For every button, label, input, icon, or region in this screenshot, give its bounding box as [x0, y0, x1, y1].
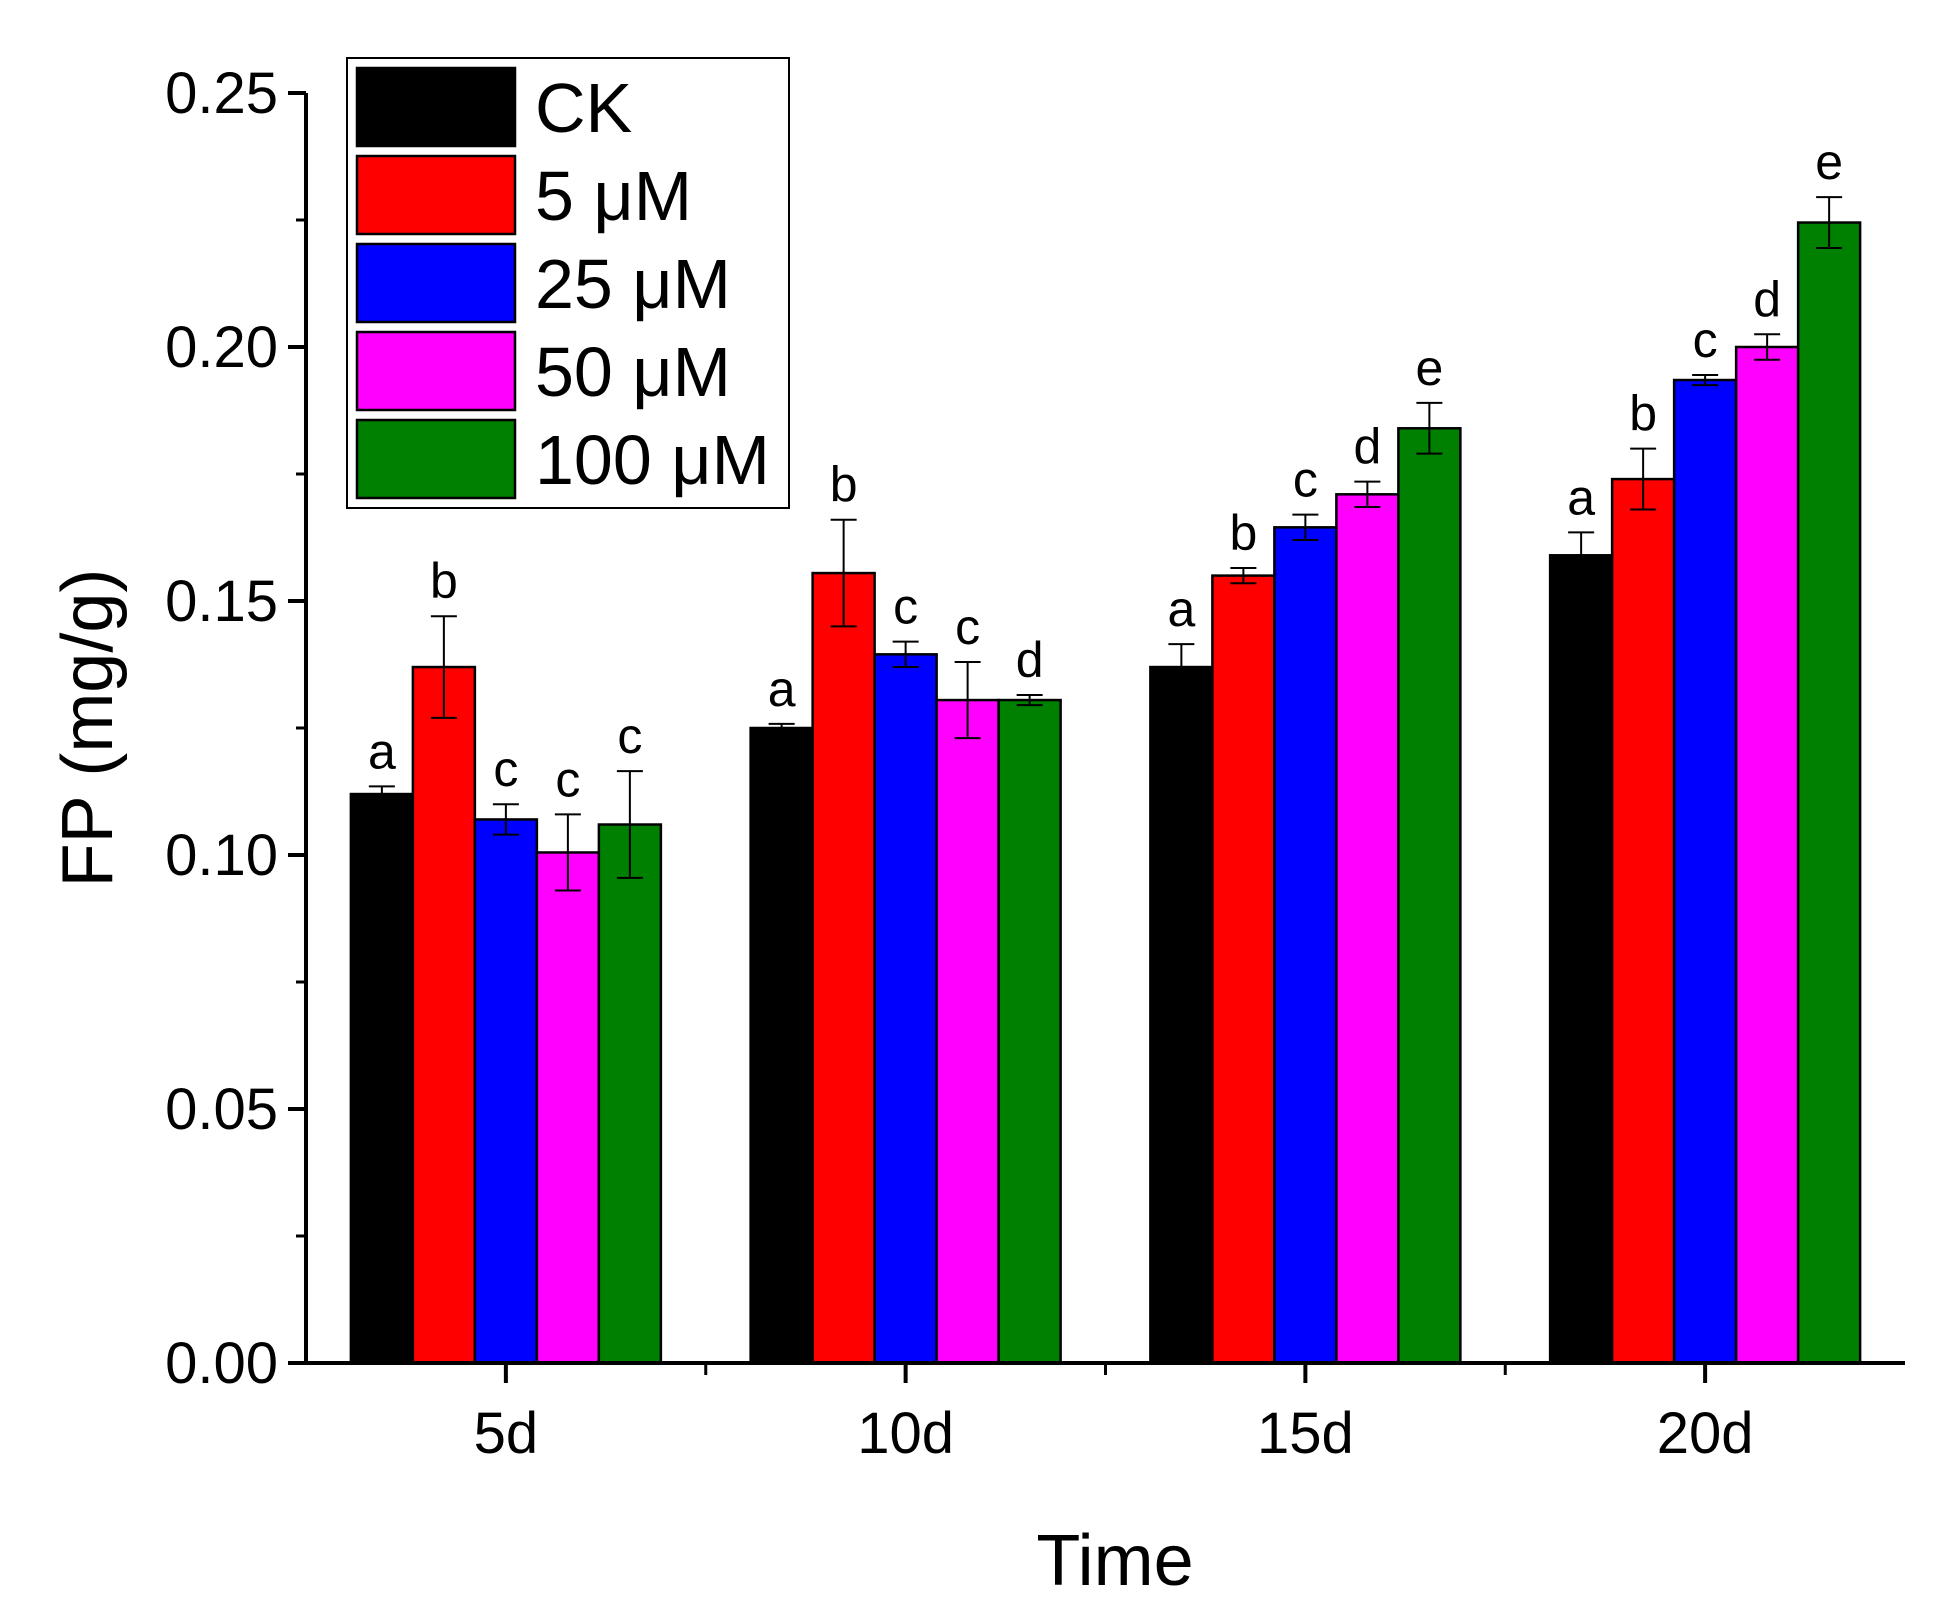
legend: CK 5 μM 25 μM 50 μM 100 μM [346, 57, 790, 509]
significance-label: e [1815, 134, 1843, 190]
significance-label: d [1016, 632, 1044, 688]
legend-swatch [355, 418, 517, 500]
significance-label: d [1753, 271, 1781, 327]
bar [873, 653, 938, 1365]
y-tick-label: 0.20 [165, 315, 278, 380]
legend-swatch [355, 330, 517, 412]
bar [1734, 345, 1800, 1365]
bar [1335, 493, 1400, 1365]
x-tick-label: 10d [857, 1401, 954, 1466]
bar [1397, 427, 1462, 1365]
bar [411, 665, 477, 1365]
y-tick-label: 0.15 [165, 569, 278, 634]
significance-label: b [1229, 505, 1257, 561]
y-tick-label: 0.10 [165, 823, 278, 888]
x-tick-label: 5d [474, 1401, 539, 1466]
significance-label: c [617, 708, 642, 764]
bar [1211, 574, 1276, 1365]
bar [1548, 554, 1614, 1365]
bar [535, 851, 601, 1365]
bar [349, 792, 415, 1365]
x-tick-label: 15d [1257, 1401, 1354, 1466]
significance-label: c [893, 579, 918, 635]
legend-label: 100 μM [535, 421, 770, 499]
y-tick-label: 0.05 [165, 1077, 278, 1142]
bar [1672, 378, 1738, 1365]
ticks-layer: 0.00 0.05 0.10 0.15 0.20 0.25 5d 10d 15d 20d [165, 61, 1753, 1466]
legend-label: CK [535, 69, 632, 147]
legend-swatch [355, 242, 517, 324]
y-tick-label: 0.25 [165, 61, 278, 126]
significance-label: c [555, 751, 580, 807]
significance-label: c [1693, 312, 1718, 368]
significance-label: a [1167, 581, 1195, 637]
significance-label: a [768, 661, 796, 717]
significance-label: b [430, 553, 458, 609]
bar [473, 818, 539, 1365]
legend-label: 5 μM [535, 157, 692, 235]
legend-label: 50 μM [535, 333, 731, 411]
bar [749, 726, 814, 1365]
bar [1610, 477, 1676, 1365]
significance-label: c [493, 741, 518, 797]
bar [811, 571, 876, 1365]
significance-label: c [955, 599, 980, 655]
bar [997, 698, 1062, 1365]
y-axis-title: FP (mg/g) [48, 569, 128, 888]
x-tick-label: 20d [1657, 1401, 1754, 1466]
significance-label: a [368, 723, 396, 779]
legend-label: 25 μM [535, 245, 731, 323]
significance-label: b [1629, 386, 1657, 442]
significance-label: e [1415, 340, 1443, 396]
y-tick-label: 0.00 [165, 1331, 278, 1396]
significance-label: d [1353, 419, 1381, 475]
bar [1149, 665, 1214, 1365]
bar [597, 823, 663, 1365]
bar [1273, 526, 1338, 1365]
legend-swatch [355, 66, 517, 148]
x-axis-title: Time [1036, 1521, 1193, 1601]
significance-label: a [1567, 469, 1595, 525]
significance-label: b [830, 457, 858, 513]
bar [1796, 221, 1862, 1365]
significance-label: c [1293, 452, 1318, 508]
bar [935, 698, 1000, 1365]
legend-swatch [355, 154, 517, 236]
